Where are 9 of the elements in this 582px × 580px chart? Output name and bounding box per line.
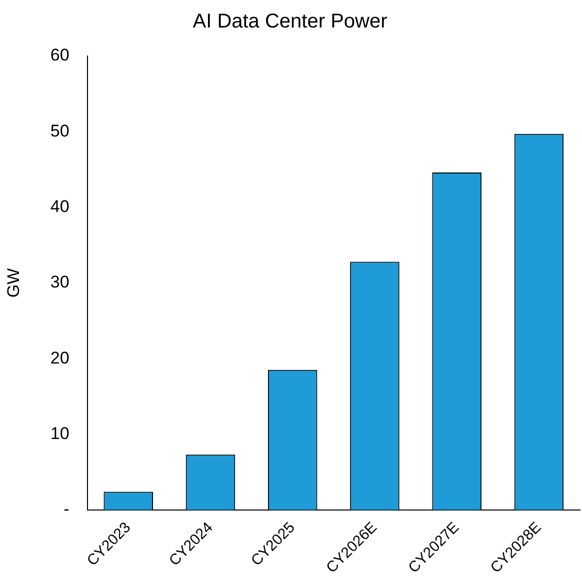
y-tick-label: 20 [50,348,70,368]
y-tick-label: - [64,500,70,519]
y-axis-title: GW [4,268,23,298]
y-tick-label: 50 [50,121,70,140]
y-tick-label: 40 [50,196,70,216]
y-tick-label: 60 [50,46,70,65]
y-tick-label: 10 [50,424,70,443]
chart-title: AI Data Center Power [192,10,388,33]
y-tick-label: 30 [50,272,70,292]
